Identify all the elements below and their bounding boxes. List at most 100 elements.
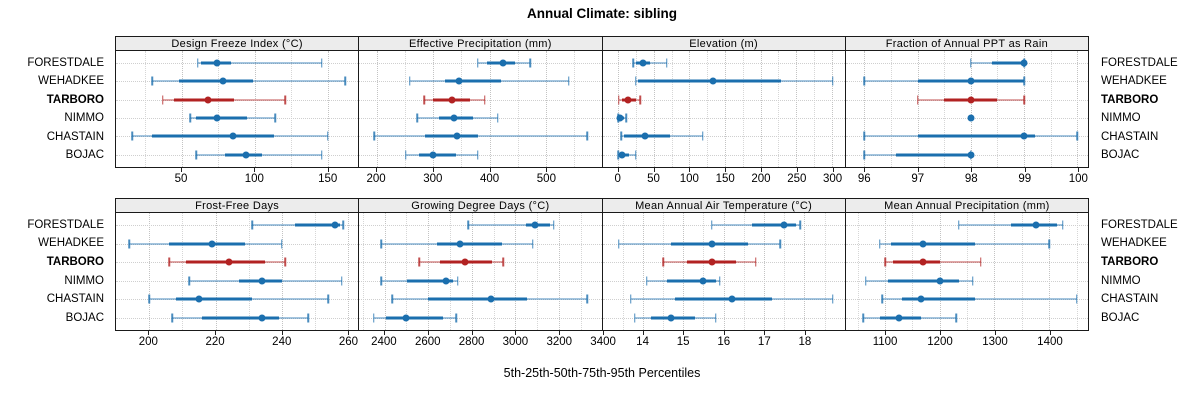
major-gridline	[796, 51, 798, 167]
series-row-tarboro	[602, 91, 845, 109]
median-dot	[402, 314, 410, 322]
x-tick-label: 1300	[982, 336, 1008, 348]
median-dot	[242, 151, 250, 159]
iqr-bar-25th-75th	[385, 316, 444, 320]
tick-mark	[327, 168, 329, 172]
median-dot	[667, 314, 675, 322]
median-dot	[225, 258, 233, 266]
row-label-forestdale: FORESTDALE	[1101, 218, 1178, 231]
median-dot	[450, 114, 458, 122]
whisker-cap	[970, 58, 972, 68]
series-row-wehadkee	[845, 72, 1088, 90]
minor-gridline	[145, 51, 147, 167]
major-gridline	[515, 213, 517, 330]
row-label-nimmo: NIMMO	[1101, 274, 1141, 287]
iqr-bar-25th-75th	[169, 242, 246, 246]
panel-elevation-m	[602, 51, 846, 168]
strip-design-freeze-index-c: Design Freeze Index (°C)	[115, 36, 360, 51]
series-row-nimmo	[602, 109, 845, 127]
series-row-wehadkee	[116, 235, 359, 254]
row-gridline	[116, 63, 359, 65]
whisker-cap	[971, 276, 974, 286]
strip-elevation-m: Elevation (m)	[602, 36, 846, 51]
iqr-bar-25th-75th	[407, 279, 454, 283]
strip-effective-precipitation-mm: Effective Precipitation (mm)	[359, 36, 603, 51]
iqr-bar-25th-75th	[675, 297, 773, 301]
tick-mark	[760, 168, 762, 172]
tick-mark	[971, 168, 973, 172]
major-gridline	[149, 213, 151, 330]
row-labels-left: FORESTDALE WEHADKEE TARBORO NIMMO CHASTAIN BO…	[0, 51, 110, 168]
x-tick-label: 98	[964, 173, 978, 185]
row-gridline	[602, 280, 845, 282]
median-dot	[616, 114, 624, 122]
whisker-cap	[714, 313, 717, 323]
median-dot	[967, 96, 975, 104]
whisker-cap	[189, 113, 192, 123]
minor-gridline	[635, 51, 637, 167]
rows-layer	[602, 51, 845, 167]
whisker-cap	[326, 131, 329, 141]
minor-gridline	[784, 213, 786, 330]
series-row-forestdale	[116, 54, 359, 72]
rows-layer	[116, 51, 359, 167]
x-tick-label: 17	[757, 336, 771, 348]
row-label-wehadkee: WEHADKEE	[1101, 75, 1167, 87]
series-row-nimmo	[845, 272, 1088, 291]
minor-gridline	[493, 213, 495, 330]
median-dot	[1020, 59, 1028, 67]
x-tick-label: 14	[636, 336, 649, 348]
iqr-bar-25th-75th	[178, 79, 254, 83]
median-dot	[487, 295, 495, 303]
minor-gridline	[1050, 51, 1052, 167]
tick-mark	[348, 331, 350, 335]
median-dot	[429, 151, 437, 159]
median-dot	[919, 258, 927, 266]
minor-gridline	[404, 51, 406, 167]
minor-gridline	[574, 51, 576, 167]
whisker-cap	[1076, 131, 1079, 141]
row-label-tarboro: TARBORO	[46, 93, 104, 106]
whisker-cap	[863, 76, 866, 86]
whisker-cap	[980, 257, 982, 267]
row-gridline	[359, 63, 602, 65]
series-row-wehadkee	[602, 72, 845, 90]
tick-mark	[917, 168, 919, 172]
whisker-cap	[131, 131, 133, 141]
whisker-cap	[799, 220, 802, 230]
median-dot	[499, 59, 507, 67]
minor-gridline	[362, 213, 364, 330]
whisker-cap	[496, 113, 499, 123]
iqr-bar-25th-75th	[152, 134, 274, 138]
median-dot	[917, 295, 925, 303]
whisker-5th-95th	[374, 135, 588, 138]
iqr-bar-25th-75th	[295, 223, 340, 227]
tick-mark	[471, 331, 473, 335]
row-gridline	[845, 262, 1088, 264]
series-row-chastain	[602, 290, 845, 309]
percentiles-caption: 5th-25th-50th-75th-95th Percentiles	[503, 366, 701, 380]
minor-gridline	[1076, 213, 1078, 330]
tick-mark	[427, 331, 429, 335]
iqr-bar-25th-75th	[428, 297, 528, 301]
minor-gridline	[997, 51, 999, 167]
row-labels-right: FORESTDALE WEHADKEE TARBORO NIMMO CHASTAIN BO…	[1094, 51, 1200, 168]
median-dot	[641, 132, 649, 140]
major-gridline	[1049, 213, 1051, 330]
series-row-tarboro	[845, 253, 1088, 272]
row-gridline	[845, 317, 1088, 319]
iqr-bar-25th-75th	[202, 316, 279, 320]
whisker-cap	[665, 58, 668, 68]
minor-gridline	[891, 51, 892, 167]
row-gridline	[845, 63, 1088, 65]
median-dot	[624, 96, 632, 104]
plot-title: Annual Climate: sibling	[526, 6, 677, 21]
row-label-chastain: CHASTAIN	[46, 130, 104, 143]
gridlines	[603, 51, 845, 167]
series-row-tarboro	[116, 91, 359, 109]
x-tick-label: 97	[911, 173, 925, 185]
x-tick-label: 260	[338, 336, 359, 348]
major-gridline	[970, 51, 972, 167]
series-row-wehadkee	[359, 235, 602, 254]
